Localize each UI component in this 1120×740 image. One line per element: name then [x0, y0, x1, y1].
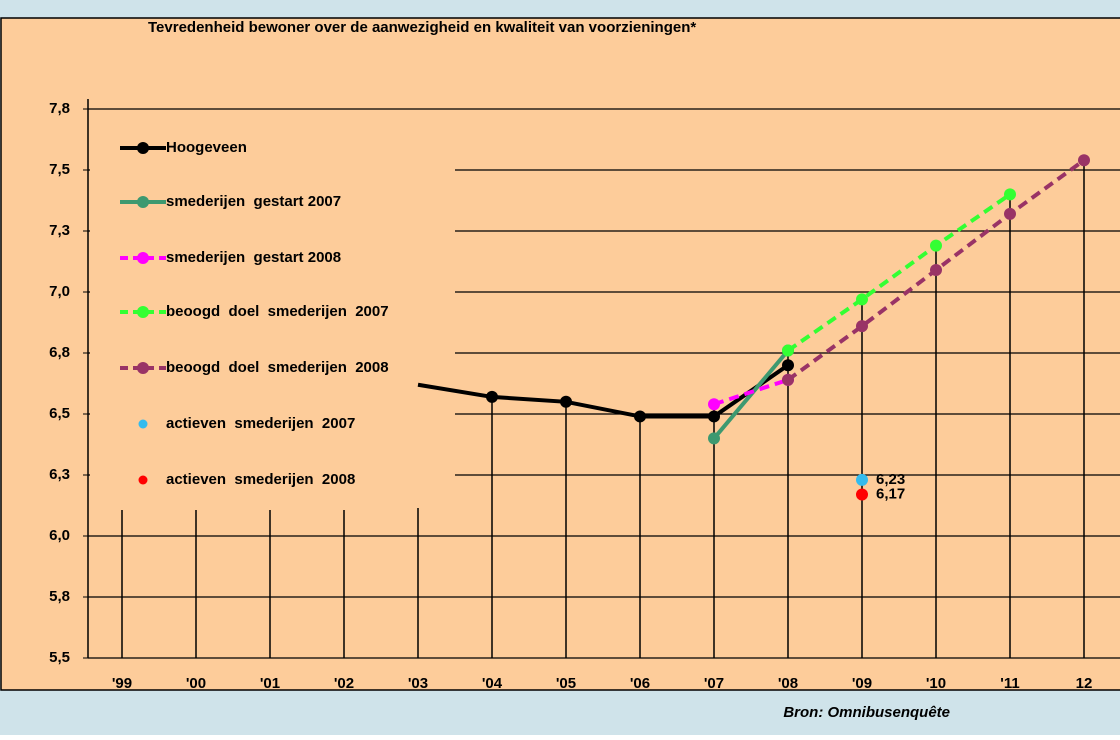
data-point	[782, 373, 794, 386]
data-label: 6,17	[876, 485, 905, 502]
legend-marker	[137, 196, 149, 208]
source: Bron: Omnibusenquête	[783, 704, 950, 721]
data-point	[634, 410, 646, 423]
data-point	[1004, 207, 1016, 220]
data-point	[708, 432, 720, 445]
data-label: 6,23	[876, 471, 905, 488]
y-tick-label: 6,5	[49, 405, 70, 422]
x-tick-label: '05	[556, 675, 576, 692]
data-point	[782, 359, 794, 372]
legend-marker	[137, 306, 149, 318]
legend-marker	[137, 252, 149, 264]
data-point	[560, 395, 572, 408]
x-tick-label: '03	[408, 675, 428, 692]
legend-marker	[137, 142, 149, 154]
data-point	[930, 264, 942, 277]
legend-label: actieven smederijen 2007	[166, 415, 355, 432]
x-tick-label: '01	[260, 675, 280, 692]
legend-marker	[138, 475, 148, 485]
x-tick-label: 12	[1076, 675, 1093, 692]
data-point	[782, 344, 794, 357]
legend-label: smederijen gestart 2008	[166, 249, 341, 266]
x-tick-label: '11	[1000, 675, 1019, 692]
data-point	[856, 320, 868, 333]
data-point	[708, 398, 720, 411]
x-tick-label: '99	[112, 675, 132, 692]
data-point	[1078, 154, 1090, 167]
legend-label: smederijen gestart 2007	[166, 193, 341, 210]
legend-label: beoogd doel smederijen 2007	[166, 303, 389, 320]
series-line	[417, 363, 790, 419]
y-tick-label: 7,3	[49, 222, 70, 239]
legend-marker	[138, 419, 148, 429]
y-tick-label: 6,0	[49, 527, 70, 544]
data-point	[1004, 188, 1016, 201]
legend-marker	[137, 362, 149, 374]
x-tick-label: '04	[482, 675, 503, 692]
legend-label: beoogd doel smederijen 2008	[166, 359, 389, 376]
x-tick-label: '00	[186, 675, 206, 692]
series-line	[786, 192, 1012, 353]
y-tick-label: 6,8	[49, 344, 70, 361]
x-tick-label: '07	[704, 675, 724, 692]
x-tick-label: '02	[334, 675, 354, 692]
y-tick-label: 7,8	[49, 100, 70, 117]
series-line	[713, 377, 789, 407]
x-tick-label: '08	[778, 675, 798, 692]
data-point	[708, 410, 720, 423]
y-tick-label: 5,5	[49, 649, 70, 666]
x-tick-label: '06	[630, 675, 650, 692]
data-point	[856, 293, 868, 306]
legend-label: Hoogeveen	[166, 139, 247, 156]
x-tick-label: '09	[852, 675, 872, 692]
data-point	[856, 473, 868, 486]
y-tick-label: 6,3	[49, 466, 70, 483]
x-tick-label: '10	[926, 675, 946, 692]
data-point	[486, 390, 498, 403]
chart-title: Tevredenheid bewoner over de aanwezighei…	[148, 19, 696, 36]
series-line	[712, 349, 790, 440]
y-tick-label: 5,8	[49, 588, 70, 605]
data-point	[856, 488, 868, 501]
y-tick-label: 7,0	[49, 283, 70, 300]
legend-label: actieven smederijen 2008	[166, 471, 355, 488]
y-tick-label: 7,5	[49, 161, 70, 178]
data-point	[930, 239, 942, 252]
